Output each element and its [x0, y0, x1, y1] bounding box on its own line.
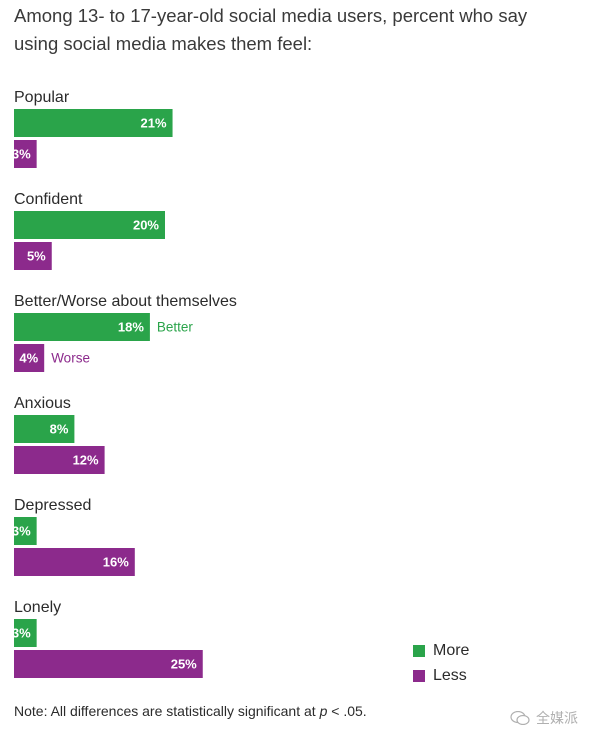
data-label-popular-less: 3%: [12, 147, 31, 162]
annotation-worse: Worse: [51, 351, 90, 366]
footnote: Note: All differences are statistically …: [14, 703, 367, 719]
bar-anxious-more: [14, 415, 75, 443]
category-label-anxious: Anxious: [14, 395, 71, 412]
bar-popular-less: [14, 140, 37, 168]
legend-item-less: Less: [413, 663, 469, 688]
data-label-anxious-more: 8%: [50, 422, 69, 437]
data-label-popular-more: 21%: [141, 116, 167, 131]
chart-title: Among 13- to 17-year-old social media us…: [14, 5, 528, 54]
data-label-lonely-less: 25%: [171, 657, 197, 672]
bar-depressed-more: [14, 517, 37, 545]
legend-item-more: More: [413, 638, 469, 663]
data-label-lonely-more: 3%: [12, 626, 31, 641]
footnote-suffix: < .05.: [327, 703, 367, 719]
category-label-better-worse-about-themselves: Better/Worse about themselves: [14, 293, 237, 310]
bar-lonely-less: [14, 650, 203, 678]
bar-confident-less: [14, 242, 52, 270]
data-label-anxious-less: 12%: [73, 453, 99, 468]
bar-better-worse-about-themselves-more: [14, 313, 150, 341]
legend: More Less: [413, 638, 469, 688]
legend-swatch-more: [413, 644, 425, 657]
data-label-better-worse-about-themselves-less: 4%: [19, 351, 38, 366]
watermark-text: 全媒派: [536, 710, 578, 726]
watermark: 全媒派: [510, 708, 578, 728]
category-label-depressed: Depressed: [14, 497, 91, 514]
bar-anxious-less: [14, 446, 105, 474]
annotation-better: Better: [157, 320, 194, 335]
bar-better-worse-about-themselves-less: [14, 344, 45, 372]
legend-swatch-less: [413, 669, 425, 682]
data-label-depressed-less: 16%: [103, 555, 129, 570]
category-label-confident: Confident: [14, 191, 83, 208]
bar-depressed-less: [14, 548, 135, 576]
data-label-depressed-more: 3%: [12, 524, 31, 539]
bar-lonely-more: [14, 619, 37, 647]
legend-label-more: More: [433, 641, 470, 659]
wechat-icon: [510, 711, 530, 725]
bar-confident-more: [14, 211, 165, 239]
footnote-prefix: Note: All differences are statistically …: [14, 703, 320, 719]
footnote-italic: p: [319, 703, 328, 719]
data-label-better-worse-about-themselves-more: 18%: [118, 320, 144, 335]
legend-label-less: Less: [433, 666, 467, 684]
data-label-confident-more: 20%: [133, 218, 159, 233]
data-label-confident-less: 5%: [27, 249, 46, 264]
bar-popular-more: [14, 109, 173, 137]
category-label-popular: Popular: [14, 89, 70, 106]
category-label-lonely: Lonely: [14, 599, 61, 616]
bar-chart: Popular 21% 3% Confident 20% 5% Better/Worse a…: [12, 89, 237, 678]
